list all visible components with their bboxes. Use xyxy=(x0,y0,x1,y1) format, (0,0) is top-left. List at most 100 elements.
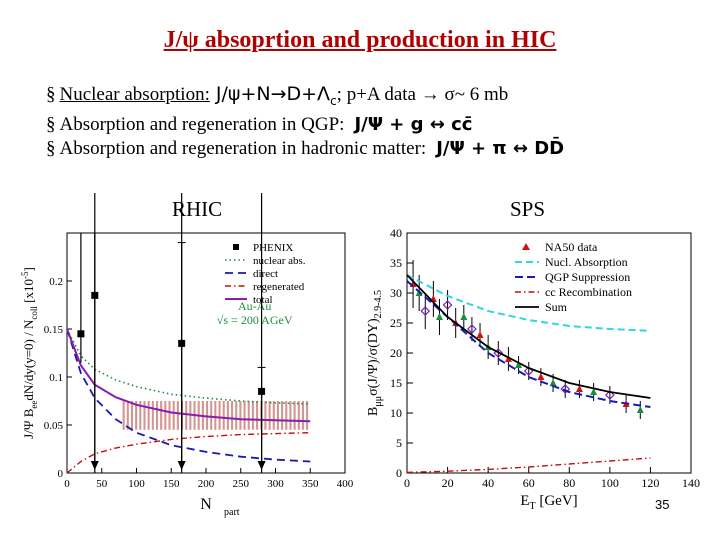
sps-data-point xyxy=(460,313,468,320)
sps-y-tick-label: 0 xyxy=(396,466,402,480)
rhic-annotation-energy: √s = 200 AGeV xyxy=(217,313,293,327)
rhic-band-segment xyxy=(214,401,217,430)
sps-series-qgpsuppression xyxy=(406,280,651,408)
sps-data-point xyxy=(467,324,477,334)
rhic-band-segment xyxy=(243,401,246,430)
sps-series-sum xyxy=(406,274,651,399)
rhic-band-segment xyxy=(272,401,275,430)
sps-y-tick-label: 25 xyxy=(390,316,402,330)
rhic-legend-label: PHENIX xyxy=(253,242,293,254)
hadronic-equation: J/Ψ + π ↔ DD̄ xyxy=(436,137,565,159)
rhic-series-nuclearabs xyxy=(66,328,311,405)
sps-x-tick-label: 140 xyxy=(682,476,700,490)
sps-x-tick-label: 80 xyxy=(563,476,575,490)
sps-x-axis-label: ET [GeV] xyxy=(520,493,577,512)
sps-x-tick-label: 40 xyxy=(482,476,494,490)
sps-legend-marker-na50 xyxy=(522,243,530,250)
sps-y-tick-label: 35 xyxy=(390,256,402,270)
rhic-y-label-part: dN/dy(y=0) / N xyxy=(21,319,36,401)
rhic-band-segment xyxy=(256,401,259,430)
rhic-x-tick-label: 250 xyxy=(233,478,250,490)
rhic-band-segment xyxy=(247,401,250,430)
rhic-band-segment xyxy=(151,401,154,430)
sps-data-point xyxy=(515,361,523,368)
sps-y-label-part: 2.9-4.5 xyxy=(373,290,384,318)
rhic-callout-arrowhead xyxy=(177,461,186,470)
rhic-x-tick-label: 300 xyxy=(267,478,284,490)
rhic-y-label-part: [x10 xyxy=(21,279,36,306)
rhic-legend-label: direct xyxy=(253,268,278,280)
sps-y-tick-label: 40 xyxy=(390,226,402,240)
rhic-series-total xyxy=(66,328,311,423)
rhic-y-label-part: ] xyxy=(21,267,36,271)
rhic-band-segment xyxy=(147,401,150,430)
slide-title: J/ψ absoprtion and production in HIC xyxy=(163,27,557,53)
rhic-band-segment xyxy=(210,401,213,430)
rhic-band-segment xyxy=(297,401,300,430)
rhic-band-segment xyxy=(235,401,238,430)
rhic-x-tick-label: 50 xyxy=(96,478,108,490)
sps-data-point xyxy=(560,384,571,394)
sps-series-ccrecombination xyxy=(406,457,651,474)
sps-x-label-part: [GeV] xyxy=(536,493,578,509)
sps-data-point xyxy=(537,373,545,380)
sps-legend-label: cc Recombination xyxy=(545,285,632,299)
rhic-band-segment xyxy=(231,401,234,430)
bullet-rest: ; p+A data → σ~ 6 mb xyxy=(336,84,509,105)
rhic-callout-arrowhead xyxy=(90,461,99,470)
sps-y-tick-label: 30 xyxy=(390,286,402,300)
sps-data-point xyxy=(575,385,583,392)
rhic-data-point xyxy=(77,330,85,338)
sps-legend-label: Sum xyxy=(545,300,568,314)
rhic-band-segment xyxy=(206,401,209,430)
sps-data-point xyxy=(605,390,615,400)
rhic-band-segment xyxy=(143,401,146,430)
rhic-band-segment xyxy=(126,401,129,430)
rhic-y-label-part: coll xyxy=(29,306,39,320)
rhic-band-segment xyxy=(289,401,292,430)
bullet-hadronic: § Absorption and regeneration in hadronic… xyxy=(46,137,564,161)
rhic-band-segment xyxy=(130,401,134,430)
rhic-band-segment xyxy=(135,401,138,430)
bullet-label: Nuclear absorption: xyxy=(59,84,210,105)
bullet-text: Absorption and regeneration in hadronic … xyxy=(59,137,427,159)
sps-series-nuclabsorption xyxy=(406,274,651,332)
rhic-y-label-part: J/Ψ B xyxy=(21,408,36,439)
sps-y-tick-label: 15 xyxy=(390,376,402,390)
sps-y-label-part: B xyxy=(366,407,381,416)
rhic-legend-label: total xyxy=(253,294,273,306)
bullet-subscript: c xyxy=(330,93,337,108)
sps-x-tick-label: 0 xyxy=(404,476,410,490)
rhic-band-segment xyxy=(301,401,304,430)
rhic-band-segment xyxy=(239,401,242,430)
rhic-band-segment xyxy=(222,401,225,430)
sps-plot-frame xyxy=(406,232,692,474)
rhic-legend-label: regenerated xyxy=(253,281,305,293)
rhic-y-label-part: -5 xyxy=(20,271,30,279)
rhic-plot-frame xyxy=(66,232,346,474)
rhic-y-tick-label: 0.15 xyxy=(44,324,64,336)
sps-x-tick-label: 20 xyxy=(442,476,454,490)
rhic-band-segment xyxy=(293,401,296,430)
rhic-y-tick-label: 0.1 xyxy=(49,372,63,384)
rhic-x-axis-label: N xyxy=(200,496,212,513)
rhic-x-tick-label: 350 xyxy=(302,478,319,490)
rhic-band-segment xyxy=(176,401,179,430)
sps-x-label-part: T xyxy=(529,501,535,512)
rhic-band-segment xyxy=(268,401,271,430)
rhic-band-segment xyxy=(172,401,175,430)
rhic-annotation-system: Au-Au xyxy=(238,299,271,313)
rhic-band-segment xyxy=(185,401,188,430)
bullet-text: J/ψ+N→D+Λ xyxy=(209,83,331,105)
sps-x-tick-label: 120 xyxy=(641,476,659,490)
rhic-y-axis-label: J/Ψ BeedN/dy(y=0) / Ncoll [x10-5] xyxy=(20,267,39,439)
bullet-marker-icon: § xyxy=(46,113,56,135)
page-number: 35 xyxy=(655,497,670,512)
sps-legend-label: QGP Suppression xyxy=(545,270,630,284)
rhic-band-segment xyxy=(285,401,288,430)
rhic-band-segment xyxy=(218,401,221,430)
rhic-legend-marker-phenix xyxy=(233,244,239,250)
bullet-qgp: § Absorption and regeneration in QGP: J/Ψ … xyxy=(46,113,564,137)
sps-data-point xyxy=(420,306,431,316)
rhic-callout-arrowhead xyxy=(257,461,266,470)
